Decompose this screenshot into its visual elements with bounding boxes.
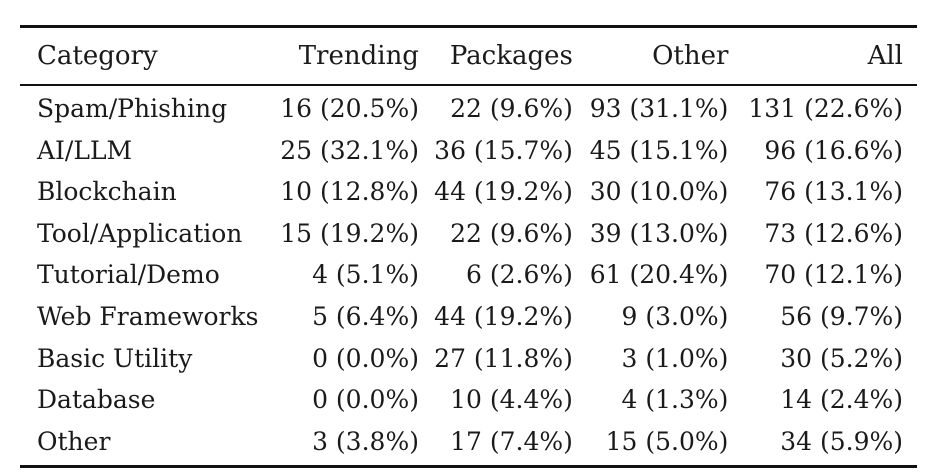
value-cell: 14 (2.4%) xyxy=(780,385,903,415)
value-cell: 0 (0.0%) xyxy=(312,343,419,373)
value-cell: 22 (9.6%) xyxy=(450,218,573,248)
value-cell: 44 (19.2%) xyxy=(434,177,573,207)
value-cell: 5 (6.4%) xyxy=(312,301,419,331)
value-cell: 131 (22.6%) xyxy=(748,94,903,123)
value-cell: 34 (5.9%) xyxy=(780,426,903,456)
value-cell: 93 (31.1%) xyxy=(589,94,729,123)
value-cell: 61 (20.4%) xyxy=(589,260,729,290)
column-header-category: Category xyxy=(20,26,260,86)
column-header-trending: Trending xyxy=(259,26,420,86)
table-row: Database 0 (0.0%) 10 (4.4%) 4 (1.3%) 14 (2.4… xyxy=(20,379,917,421)
value-cell: 36 (15.7%) xyxy=(434,135,573,165)
table-header-row: Category Trending Packages Other All xyxy=(20,26,917,86)
table-row: Other 3 (3.8%) 17 (7.4%) 15 (5.0%) 34 (5.9%) xyxy=(20,421,917,467)
value-cell: 22 (9.6%) xyxy=(450,94,573,123)
value-cell: 4 (1.3%) xyxy=(621,385,729,415)
category-cell: Other xyxy=(37,426,111,456)
value-cell: 30 (5.2%) xyxy=(780,343,903,373)
category-cell: Web Frameworks xyxy=(37,301,259,331)
value-cell: 4 (5.1%) xyxy=(312,260,419,290)
category-distribution-table: Category Trending Packages Other All Spa… xyxy=(20,25,917,469)
table-body: Spam/Phishing 16 (20.5%) 22 (9.6%) 93 (31.1… xyxy=(20,85,917,467)
value-cell: 45 (15.1%) xyxy=(589,135,729,165)
value-cell: 70 (12.1%) xyxy=(764,260,903,290)
table-header: Category Trending Packages Other All xyxy=(20,26,917,86)
column-header-all: All xyxy=(729,26,917,86)
value-cell: 3 (3.8%) xyxy=(312,426,419,456)
value-cell: 9 (3.0%) xyxy=(621,301,729,331)
column-header-other: Other xyxy=(573,26,730,86)
value-cell: 15 (5.0%) xyxy=(605,426,729,456)
value-cell: 96 (16.6%) xyxy=(764,135,903,165)
category-cell: Basic Utility xyxy=(37,343,193,373)
category-cell: AI/LLM xyxy=(37,135,133,165)
value-cell: 0 (0.0%) xyxy=(312,385,419,415)
table-row: AI/LLM 25 (32.1%) 36 (15.7%) 45 (15.1%) 96 (… xyxy=(20,130,917,172)
table-row: Tutorial/Demo 4 (5.1%) 6 (2.6%) 61 (20.4%) 7… xyxy=(20,254,917,296)
table-row: Basic Utility 0 (0.0%) 27 (11.8%) 3 (1.0%) 3… xyxy=(20,338,917,380)
value-cell: 73 (12.6%) xyxy=(764,218,903,248)
table-row: Web Frameworks 5 (6.4%) 44 (19.2%) 9 (3.0%)… xyxy=(20,296,917,338)
value-cell: 25 (32.1%) xyxy=(280,135,419,165)
value-cell: 3 (1.0%) xyxy=(621,343,729,373)
value-cell: 6 (2.6%) xyxy=(465,260,573,290)
value-cell: 16 (20.5%) xyxy=(280,94,419,123)
value-cell: 10 (4.4%) xyxy=(450,385,573,415)
table-row: Spam/Phishing 16 (20.5%) 22 (9.6%) 93 (31.1… xyxy=(20,85,917,130)
value-cell: 44 (19.2%) xyxy=(434,301,573,331)
category-cell: Database xyxy=(37,385,156,415)
category-cell: Tool/Application xyxy=(37,218,243,248)
table-row: Tool/Application 15 (19.2%) 22 (9.6%) 39 (1… xyxy=(20,213,917,255)
value-cell: 76 (13.1%) xyxy=(764,177,903,207)
value-cell: 39 (13.0%) xyxy=(589,218,729,248)
category-cell: Tutorial/Demo xyxy=(37,260,220,290)
column-header-packages: Packages xyxy=(419,26,574,86)
category-cell: Spam/Phishing xyxy=(37,94,228,123)
value-cell: 27 (11.8%) xyxy=(434,343,573,373)
value-cell: 17 (7.4%) xyxy=(450,426,573,456)
category-cell: Blockchain xyxy=(37,177,177,207)
data-table: Category Trending Packages Other All Spa… xyxy=(20,25,917,469)
value-cell: 30 (10.0%) xyxy=(589,177,729,207)
table-row: Blockchain 10 (12.8%) 44 (19.2%) 30 (10.0%)… xyxy=(20,171,917,213)
value-cell: 10 (12.8%) xyxy=(280,177,419,207)
value-cell: 15 (19.2%) xyxy=(280,218,419,248)
value-cell: 56 (9.7%) xyxy=(780,301,903,331)
